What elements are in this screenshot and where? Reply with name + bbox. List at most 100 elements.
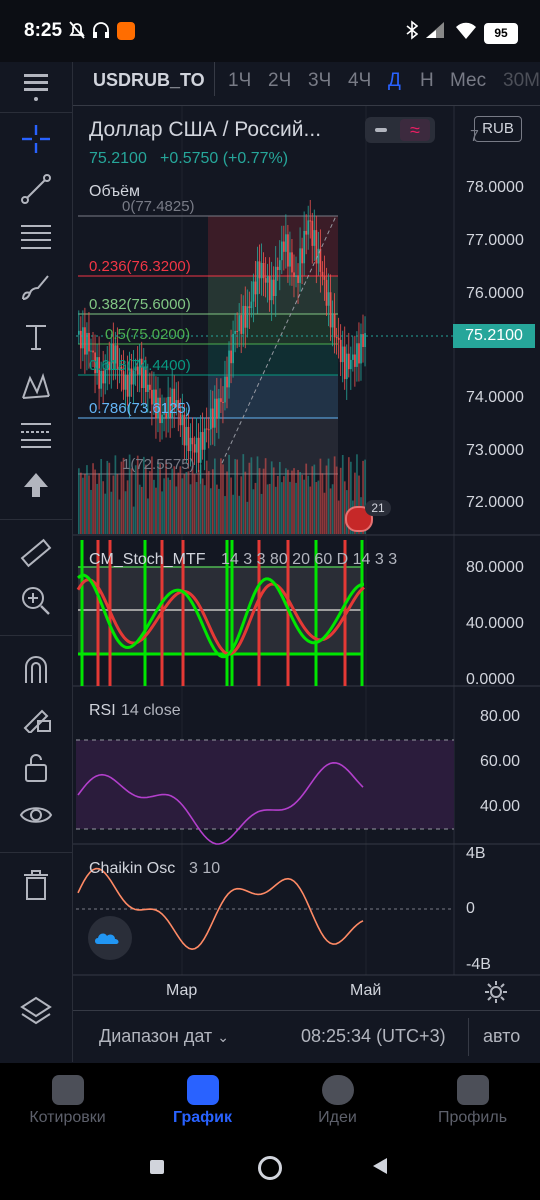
candle bbox=[218, 398, 220, 419]
auto-scale-toggle[interactable]: авто bbox=[483, 1026, 521, 1046]
volume-bar bbox=[281, 482, 283, 534]
candle bbox=[134, 366, 137, 371]
nav-chart[interactable]: График bbox=[135, 1063, 270, 1143]
trash-icon[interactable] bbox=[0, 862, 72, 908]
menu-icon[interactable] bbox=[0, 62, 72, 108]
candle bbox=[262, 262, 265, 279]
candle bbox=[256, 261, 259, 295]
candle bbox=[104, 370, 107, 384]
volume-bar bbox=[339, 467, 342, 534]
recents-icon[interactable] bbox=[150, 1160, 164, 1174]
nav-ideas[interactable]: Идеи bbox=[270, 1063, 405, 1143]
candle bbox=[122, 371, 125, 390]
volume-bar bbox=[358, 475, 360, 534]
candle bbox=[78, 330, 80, 335]
volume-bar bbox=[201, 478, 204, 534]
candle bbox=[163, 413, 165, 415]
candle bbox=[185, 426, 188, 446]
timeframe-day[interactable]: Д bbox=[388, 70, 401, 91]
candle bbox=[293, 272, 295, 277]
volume-bar bbox=[293, 468, 295, 534]
trend-line-icon[interactable] bbox=[0, 166, 72, 212]
fib-level-label: 0.382(75.6000) bbox=[89, 296, 191, 313]
candle bbox=[92, 350, 94, 353]
home-icon[interactable] bbox=[258, 1156, 282, 1180]
chart-settings-gear-icon[interactable] bbox=[484, 980, 508, 1009]
volume-bar bbox=[78, 468, 80, 534]
candle bbox=[327, 292, 330, 306]
candle bbox=[187, 426, 190, 452]
session-clock[interactable]: 08:25:34 (UTC+3) bbox=[301, 1026, 446, 1046]
unlock-icon[interactable] bbox=[0, 744, 72, 790]
fib-level-label: 0.618(74.4400) bbox=[89, 357, 191, 374]
back-icon[interactable] bbox=[372, 1157, 388, 1180]
rsi-pane[interactable] bbox=[76, 739, 454, 845]
fib-trendline[interactable] bbox=[221, 215, 337, 464]
symbol-search[interactable]: USDRUB_TO bbox=[93, 70, 205, 90]
timeframe-week[interactable]: Н bbox=[420, 70, 434, 91]
volume-bar bbox=[214, 458, 216, 534]
legend-toggle[interactable]: ≈ bbox=[365, 117, 435, 143]
timeframe-30m[interactable]: 30М bbox=[503, 70, 540, 91]
eye-icon[interactable] bbox=[0, 792, 72, 838]
candle bbox=[258, 261, 261, 279]
zoom-in-icon[interactable] bbox=[0, 578, 72, 624]
candle bbox=[189, 437, 192, 452]
text-icon[interactable] bbox=[0, 314, 72, 360]
candle bbox=[230, 350, 232, 364]
nav-profile[interactable]: Профиль bbox=[405, 1063, 540, 1143]
bottom-navigation: Котировки График Идеи Профиль bbox=[0, 1063, 540, 1143]
wifi-icon bbox=[454, 20, 478, 45]
date-range-dropdown[interactable]: Диапазон дат ⌄ bbox=[99, 1026, 229, 1046]
crosshair-icon[interactable] bbox=[0, 116, 72, 162]
timeframe-4h[interactable]: 4Ч bbox=[348, 70, 372, 91]
top-bar: USDRUB_TO 1Ч 2Ч 3Ч 4Ч Д Н Мес 30М bbox=[73, 62, 540, 96]
volume-bar bbox=[313, 464, 316, 534]
timeframe-1h[interactable]: 1Ч bbox=[228, 70, 252, 91]
volume-bar bbox=[151, 456, 153, 534]
volume-bar bbox=[88, 475, 90, 534]
volume-bar bbox=[185, 472, 188, 534]
volume-bar bbox=[138, 484, 141, 534]
rsi-axis-label: 60.00 bbox=[480, 753, 521, 770]
candle bbox=[266, 275, 269, 283]
volume-bar bbox=[230, 477, 232, 534]
arrow-up-icon[interactable] bbox=[0, 462, 72, 508]
stoch-pane[interactable] bbox=[76, 540, 365, 686]
candle bbox=[303, 230, 306, 264]
volume-bar bbox=[234, 459, 237, 534]
timeframe-2h[interactable]: 2Ч bbox=[268, 70, 292, 91]
currency-badge[interactable]: RUB bbox=[474, 116, 522, 142]
nav-quotes[interactable]: Котировки bbox=[0, 1063, 135, 1143]
volume-bar bbox=[341, 454, 344, 534]
volume-bar bbox=[335, 466, 338, 534]
volume-bar bbox=[216, 484, 218, 534]
volume-bar bbox=[354, 472, 356, 534]
candle bbox=[108, 361, 111, 371]
chaikin-pane[interactable] bbox=[76, 867, 454, 951]
candle bbox=[317, 248, 320, 264]
candle bbox=[175, 400, 178, 407]
fib-retracement-icon[interactable] bbox=[0, 214, 72, 260]
candle bbox=[278, 260, 281, 271]
volume-bar bbox=[189, 484, 192, 534]
candle bbox=[301, 248, 303, 264]
lock-drawing-icon[interactable] bbox=[0, 694, 72, 740]
tradingview-logo-button[interactable] bbox=[88, 916, 132, 960]
long-position-icon[interactable] bbox=[0, 412, 72, 458]
ruler-icon[interactable] bbox=[0, 530, 72, 576]
timeframe-3h[interactable]: 3Ч bbox=[308, 70, 332, 91]
timeframe-month[interactable]: Мес bbox=[450, 70, 487, 91]
layers-icon[interactable] bbox=[0, 988, 72, 1034]
volume-bar bbox=[84, 474, 86, 534]
economic-event-badge[interactable]: 21 bbox=[345, 500, 391, 532]
pattern-icon[interactable] bbox=[0, 364, 72, 410]
volume-bar bbox=[175, 486, 178, 534]
brush-icon[interactable] bbox=[0, 264, 72, 310]
candle bbox=[140, 358, 143, 388]
volume-bar bbox=[98, 473, 100, 534]
candle bbox=[106, 361, 109, 371]
volume-bar bbox=[287, 469, 289, 534]
magnet-icon[interactable] bbox=[0, 646, 72, 692]
